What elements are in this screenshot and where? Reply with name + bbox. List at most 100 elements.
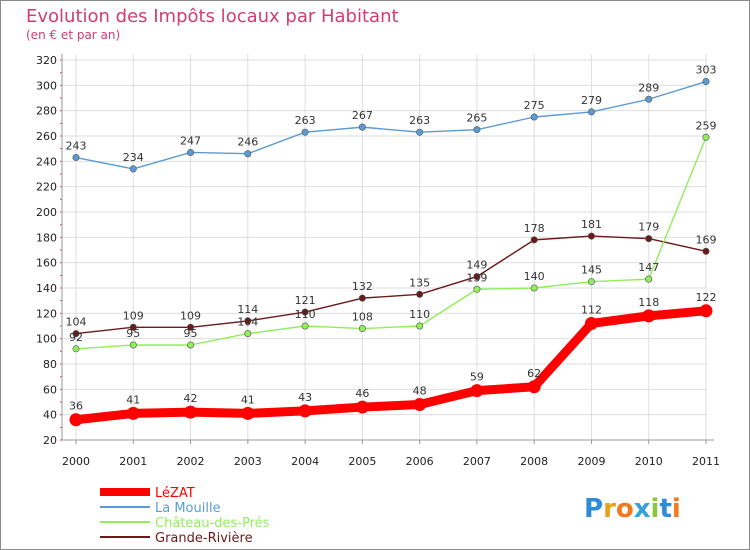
data-point [241,406,255,420]
chart-title: Evolution des Impôts locaux par Habitant [26,6,399,27]
data-label: 139 [466,271,487,284]
data-point [298,404,312,418]
data-label: 259 [696,119,717,132]
data-point [129,165,137,173]
data-point [587,278,595,286]
data-point [642,309,656,323]
data-label: 109 [180,309,201,322]
x-tick-label: 2009 [577,455,605,468]
logo-letter: t [659,494,671,524]
data-label: 112 [581,303,602,316]
data-label: 59 [470,371,484,384]
y-tick-label: 160 [36,257,57,270]
y-tick-label: 100 [36,333,57,346]
data-label: 303 [696,64,717,77]
y-tick-label: 300 [36,79,57,92]
y-tick-label: 60 [43,383,57,396]
data-point [530,284,538,292]
data-point [473,126,481,134]
x-tick-label: 2010 [635,455,663,468]
data-label: 104 [66,316,87,329]
data-label: 246 [237,136,258,149]
data-label: 275 [524,99,545,112]
legend-entry: La Mouille [155,501,221,516]
data-point [301,128,309,136]
logo-letter: r [603,494,616,524]
data-point [645,275,653,283]
x-tick-label: 2008 [520,455,548,468]
data-point [358,294,366,302]
data-point [416,290,424,298]
series-line-2 [75,136,707,350]
data-point [530,113,538,121]
data-point [187,341,195,349]
data-point [72,330,80,338]
data-point [473,285,481,293]
data-label: 42 [184,392,198,405]
data-label: 247 [180,134,201,147]
x-tick-label: 2011 [692,455,720,468]
y-tick-label: 240 [36,155,57,168]
legend-entry: LéZAT [155,486,195,501]
data-label: 149 [466,259,487,272]
y-axis-ticks: 20 40 60 80 100 120 140 160 180 200 220 240 260 280 30… [36,54,63,447]
data-label: 279 [581,94,602,107]
data-point [72,345,80,353]
data-label: 41 [126,393,140,406]
y-tick-label: 280 [36,105,57,118]
data-label: 265 [466,112,487,125]
series-lines [69,78,713,427]
data-label: 48 [413,385,427,398]
data-label: 243 [66,140,87,153]
data-label: 135 [409,276,430,289]
data-point [244,330,252,338]
data-point [69,413,83,427]
y-tick-label: 40 [43,409,57,422]
data-point [527,380,541,394]
data-label: 110 [295,308,316,321]
data-point [187,323,195,331]
x-tick-label: 2001 [119,455,147,468]
data-label: 122 [696,291,717,304]
data-label: 92 [69,331,83,344]
logo-letter: i [672,494,681,524]
legend-entry: Grande-Rivière [155,531,253,546]
y-tick-label: 20 [43,434,57,447]
data-label: 46 [355,387,369,400]
x-tick-label: 2006 [406,455,434,468]
y-tick-label: 180 [36,231,57,244]
logo-letter: P [584,494,603,524]
data-label: 108 [352,311,373,324]
data-label: 267 [352,109,373,122]
data-label: 36 [69,400,83,413]
data-point [184,405,198,419]
y-tick-label: 260 [36,130,57,143]
data-label: 147 [638,261,659,274]
data-label: 234 [123,151,144,164]
data-point [645,95,653,103]
data-point [129,341,137,349]
data-label: 110 [409,308,430,321]
grid-lines [62,54,707,441]
data-point [416,322,424,330]
data-point [530,236,538,244]
proxiti-logo: Proxiti [584,494,681,524]
data-label: 140 [524,270,545,283]
y-tick-label: 200 [36,206,57,219]
data-label: 289 [638,81,659,94]
data-point [129,323,137,331]
data-label: 132 [352,280,373,293]
data-point [473,273,481,281]
y-tick-label: 320 [36,54,57,67]
data-label: 62 [527,367,541,380]
data-point [587,232,595,240]
data-label: 95 [126,327,140,340]
data-point [244,150,252,158]
data-point [187,148,195,156]
data-point [355,400,369,414]
data-point [702,133,710,141]
x-tick-label: 2002 [177,455,205,468]
legend-entry: Château-des-Prés [155,516,270,531]
data-point [416,128,424,136]
